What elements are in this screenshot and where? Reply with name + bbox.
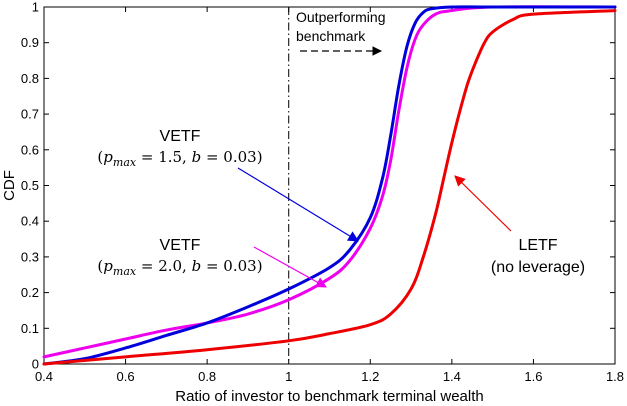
y-tick-label: 0: [32, 357, 39, 372]
y-tick-label: 0.5: [21, 178, 39, 193]
y-tick-label: 0.1: [21, 321, 39, 336]
x-tick-label: 0.8: [198, 369, 216, 384]
y-tick-label: 0.8: [21, 71, 39, 86]
vetf2-annotation: VETF (pmax = 2.0, b = 0.03): [97, 237, 327, 288]
letf-arrow: [454, 175, 512, 232]
x-tick-label: 1.6: [524, 369, 542, 384]
vetf1-params: (pmax = 1.5, b = 0.03): [97, 148, 262, 169]
y-tick-label: 0.9: [21, 35, 39, 50]
x-axis-label: Ratio of investor to benchmark terminal …: [175, 388, 483, 405]
letf-subtitle: (no leverage): [491, 259, 585, 276]
vetf-1-5-curve: [42, 5, 617, 366]
vetf2-params: (pmax = 2.0, b = 0.03): [97, 257, 262, 278]
outperforming-label-line2: benchmark: [296, 28, 366, 44]
y-axis-ticks: 0 0.1 0.2 0.3 0.4 0.5 0.6 0.7 0.8 0.9 1: [21, 0, 615, 372]
vetf-2-0-curve: [42, 5, 617, 359]
y-tick-label: 0.2: [21, 285, 39, 300]
x-tick-label: 1.2: [361, 369, 379, 384]
outperforming-label-line1: Outperforming: [296, 9, 385, 25]
y-tick-label: 1: [32, 0, 39, 15]
x-tick-label: 0.6: [117, 369, 135, 384]
plot-frame: [43, 6, 616, 365]
vetf1-arrow: [237, 167, 359, 242]
series-layer: [42, 5, 617, 366]
letf-title: LETF: [518, 237, 557, 254]
outperforming-annotation: Outperforming benchmark: [296, 9, 385, 56]
x-tick-label: 1.4: [443, 369, 461, 384]
x-tick-label: 0.4: [35, 369, 53, 384]
letf-annotation: LETF (no leverage): [454, 175, 585, 276]
y-tick-label: 0.3: [21, 249, 39, 264]
x-axis-ticks: 0.4 0.6 0.8 1 1.2 1.4 1.6 1.8: [35, 7, 624, 384]
vetf1-annotation: VETF (pmax = 1.5, b = 0.03): [97, 128, 359, 242]
x-tick-label: 1: [285, 369, 292, 384]
vetf1-title: VETF: [160, 128, 201, 145]
x-tick-label: 1.8: [606, 369, 624, 384]
letf-curve: [42, 9, 617, 366]
y-tick-label: 0.6: [21, 142, 39, 157]
y-axis-label: CDF: [1, 170, 18, 201]
vetf2-title: VETF: [160, 237, 201, 254]
y-tick-label: 0.7: [21, 107, 39, 122]
y-tick-label: 0.4: [21, 214, 39, 229]
vetf2-arrow: [253, 246, 327, 288]
